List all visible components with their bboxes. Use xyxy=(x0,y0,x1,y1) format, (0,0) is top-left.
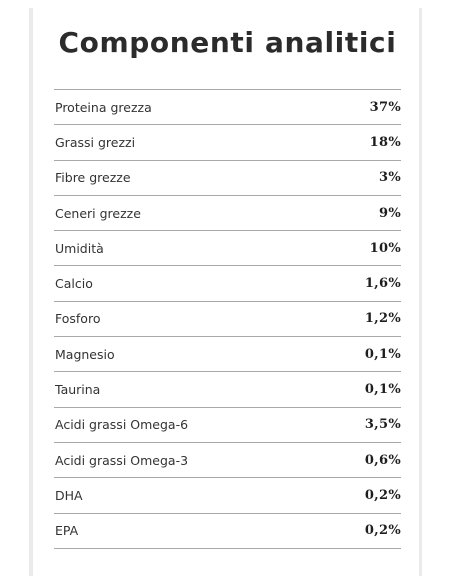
row-label: Calcio xyxy=(55,276,93,292)
row-value: 10% xyxy=(369,240,401,256)
table-row: Magnesio 0,1% xyxy=(54,337,401,373)
table-row: Umidità 10% xyxy=(54,231,401,267)
row-label: Proteina grezza xyxy=(55,99,152,115)
table-row: Fibre grezze 3% xyxy=(54,161,401,196)
table-row: Calcio 1,6% xyxy=(54,266,401,302)
row-value: 0,6% xyxy=(364,452,401,468)
row-value: 0,2% xyxy=(364,487,401,503)
row-value: 37% xyxy=(369,99,401,115)
row-value: 18% xyxy=(369,134,401,150)
row-value: 3% xyxy=(379,170,401,186)
row-label: Umidità xyxy=(55,240,104,256)
row-value: 0,2% xyxy=(364,523,401,539)
table-row: Grassi grezzi 18% xyxy=(54,125,401,161)
page-title: Componenti analitici xyxy=(58,26,397,59)
row-value: 0,1% xyxy=(364,382,401,398)
row-label: Grassi grezzi xyxy=(55,134,136,150)
row-value: 1,6% xyxy=(364,276,401,292)
row-value: 0,1% xyxy=(364,346,401,362)
table-row: Taurina 0,1% xyxy=(54,372,401,408)
table-row: Acidi grassi Omega-3 0,6% xyxy=(54,443,401,479)
table-row: Proteina grezza 37% xyxy=(54,90,401,126)
row-label: Acidi grassi Omega-6 xyxy=(55,417,189,433)
row-label: Ceneri grezze xyxy=(55,205,141,221)
row-value: 9% xyxy=(379,205,401,221)
row-value: 3,5% xyxy=(364,417,401,433)
table-row: Acidi grassi Omega-6 3,5% xyxy=(54,408,401,443)
row-label: Taurina xyxy=(55,382,101,398)
analytical-components-table: Proteina grezza 37% Grassi grezzi 18% Fi… xyxy=(54,89,401,549)
table-row: DHA 0,2% xyxy=(54,478,401,514)
row-value: 1,2% xyxy=(364,311,401,327)
row-label: DHA xyxy=(55,487,83,503)
table-row: Ceneri grezze 9% xyxy=(54,196,401,232)
row-label: Acidi grassi Omega-3 xyxy=(55,452,189,468)
row-label: Fibre grezze xyxy=(55,170,131,186)
row-label: Magnesio xyxy=(55,346,115,362)
table-row: Fosforo 1,2% xyxy=(54,302,401,338)
table-row: EPA 0,2% xyxy=(54,514,401,549)
row-label: Fosforo xyxy=(55,311,101,327)
left-panel-edge xyxy=(29,8,33,576)
right-panel-edge xyxy=(419,8,422,576)
row-label: EPA xyxy=(55,523,79,539)
